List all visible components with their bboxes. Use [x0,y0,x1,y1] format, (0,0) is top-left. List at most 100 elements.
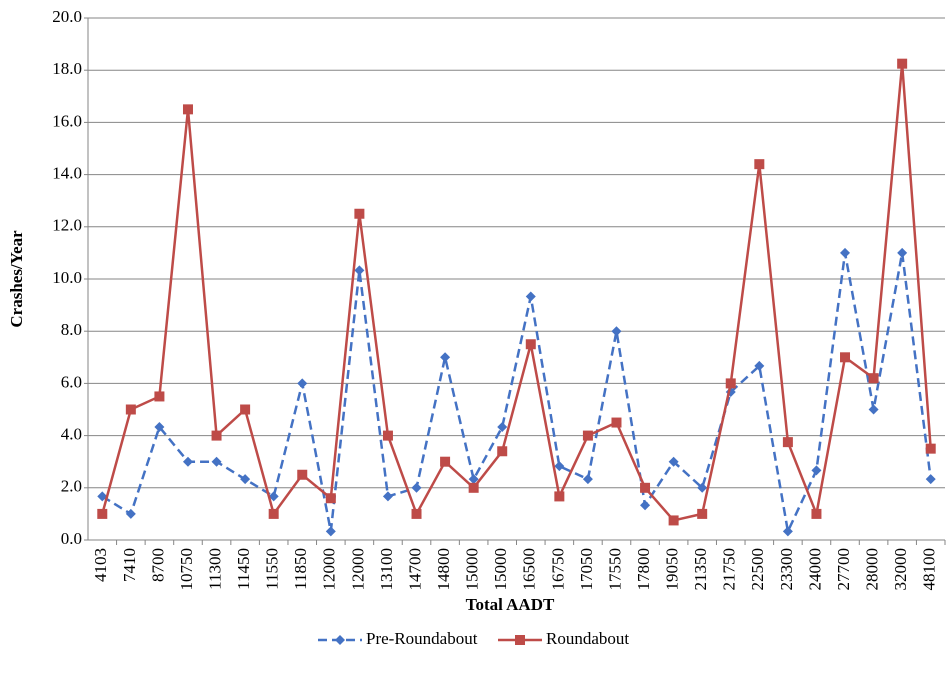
data-point [497,446,508,457]
x-tick-label: 24000 [805,548,824,591]
x-tick-label: 12000 [348,548,367,591]
data-point [611,326,622,337]
data-point [668,515,679,526]
data-point [182,456,193,467]
x-tick-label: 16750 [548,548,567,591]
x-tick-label: 10750 [177,548,196,591]
data-point [868,404,879,415]
y-tick-label: 0.0 [61,529,82,548]
x-tick-label: 8700 [148,548,167,582]
data-point [182,104,193,115]
data-point [582,430,593,441]
data-point [411,482,422,493]
data-point [525,339,536,350]
data-point [840,352,851,363]
y-tick-label: 12.0 [52,216,82,235]
x-tick-label: 23300 [777,548,796,591]
x-tick-label: 28000 [862,548,881,591]
data-point [640,482,651,493]
data-point [297,378,308,389]
data-point [154,391,165,402]
data-point [468,474,479,485]
x-tick-label: 17800 [634,548,653,591]
data-point [811,465,822,476]
x-tick-label: 17050 [577,548,596,591]
y-axis-title: Crashes/Year [7,230,26,328]
data-point [925,443,936,454]
data-point [811,508,822,519]
data-point [782,437,793,448]
x-tick-label: 7410 [120,548,139,582]
data-point [325,493,336,504]
data-point [97,508,108,519]
data-point [240,474,251,485]
x-tick-label: 17550 [605,548,624,591]
data-point [268,508,279,519]
data-point [897,247,908,258]
data-point [782,526,793,537]
data-point [211,456,222,467]
data-point [697,508,708,519]
data-point [125,508,136,519]
data-point [668,456,679,467]
y-tick-label: 20.0 [52,7,82,26]
y-tick-label: 4.0 [61,425,82,444]
x-tick-label: 19050 [663,548,682,591]
data-point [297,469,308,480]
x-tick-label: 4103 [91,548,110,582]
x-tick-label: 13100 [377,548,396,591]
data-point [440,352,451,363]
y-tick-label: 8.0 [61,320,82,339]
data-point [525,291,536,302]
data-point [268,491,279,502]
data-point [840,247,851,258]
x-tick-label: 21750 [720,548,739,591]
x-axis-title: Total AADT [466,595,555,614]
data-point [468,482,479,493]
data-point [211,430,222,441]
data-point [325,526,336,537]
data-point [754,360,765,371]
x-tick-label: 11550 [263,548,282,590]
y-tick-label: 16.0 [52,111,82,130]
data-point [97,491,108,502]
data-point [154,421,165,432]
x-tick-label: 11300 [205,548,224,590]
x-tick-label: 16500 [520,548,539,591]
legend-marker [335,635,345,645]
data-point [554,491,565,502]
data-point [725,378,736,389]
data-point [640,500,651,511]
data-point [411,508,422,519]
y-tick-label: 14.0 [52,164,82,183]
data-point [354,208,365,219]
series-line [101,252,932,536]
y-tick-label: 6.0 [61,372,82,391]
y-tick-label: 10.0 [52,268,82,287]
legend-label: Pre-Roundabout [366,629,478,648]
legend-marker [515,635,525,645]
x-tick-label: 48100 [920,548,939,591]
x-tick-label: 12000 [320,548,339,591]
data-point [697,482,708,493]
y-tick-label: 2.0 [61,477,82,496]
data-point [611,417,622,428]
x-tick-label: 22500 [748,548,767,591]
x-tick-label: 15000 [491,548,510,591]
data-point [897,58,908,69]
x-tick-label: 15000 [463,548,482,591]
series-line [101,63,932,522]
x-tick-label: 14800 [434,548,453,591]
legend-label: Roundabout [546,629,629,648]
data-point [440,456,451,467]
x-tick-label: 27700 [834,548,853,591]
data-point [354,265,365,276]
y-tick-label: 18.0 [52,59,82,78]
data-point [868,373,879,384]
data-point [925,474,936,485]
x-tick-label: 32000 [891,548,910,591]
x-tick-label: 21350 [691,548,710,591]
data-point [240,404,251,415]
data-point [754,159,765,170]
